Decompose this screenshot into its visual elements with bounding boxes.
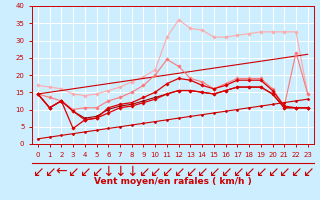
X-axis label: Vent moyen/en rafales ( km/h ): Vent moyen/en rafales ( km/h ) (94, 177, 252, 186)
